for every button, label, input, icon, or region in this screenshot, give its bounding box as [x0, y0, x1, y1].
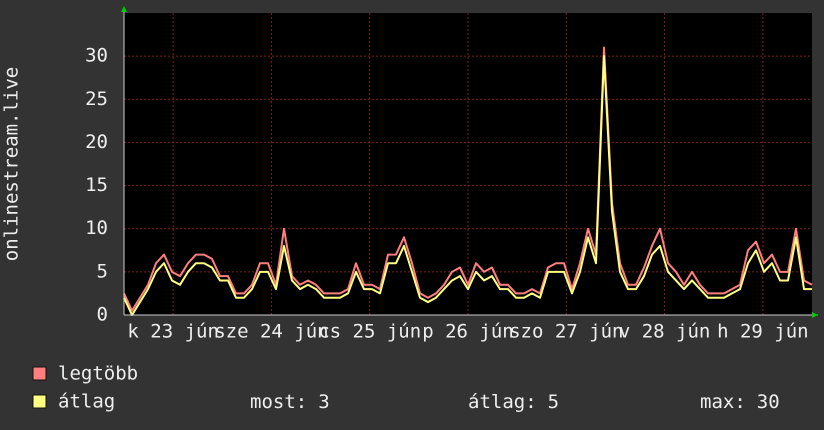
legend-label: átlag [58, 391, 115, 413]
x-arrow [812, 312, 818, 318]
plot [123, 46, 813, 316]
stat: most: 3 [250, 391, 330, 413]
y-axis-title: onlinestream.live [1, 67, 23, 261]
x-tick-label: v 28 jún [619, 321, 711, 343]
series-line [123, 46, 813, 312]
y-tick-label: 20 [85, 131, 108, 153]
stat: max: 30 [700, 391, 780, 413]
y-tick-label: 30 [85, 45, 108, 67]
y-tick-label: 25 [85, 88, 108, 110]
x-tick-label: k 23 jún [127, 321, 219, 343]
y-arrow [121, 6, 127, 12]
legend: legtöbb átlag most: 3 átlag: 5 max: 30 [32, 363, 780, 413]
stat-value: 5 [548, 391, 559, 413]
stat-value: 30 [757, 391, 780, 413]
legend-label: legtöbb [58, 363, 138, 385]
stat-label: most: [250, 391, 307, 413]
x-tick-label: p 26 jún [422, 321, 514, 343]
stat-label: átlag: [468, 391, 537, 413]
x-tick-label: szo 27 jún [509, 321, 623, 343]
x-tick-label: h 29 jún [717, 321, 809, 343]
series-line [123, 55, 812, 316]
legend-swatch [32, 394, 47, 409]
stat-value: 3 [318, 391, 329, 413]
x-tick-label: cs 25 jún [318, 321, 421, 343]
legend-swatch [32, 366, 47, 381]
plot-area [124, 13, 812, 315]
stat: átlag: 5 [468, 391, 559, 413]
x-tick-label: sze 24 jún [214, 321, 328, 343]
y-tick-label: 0 [97, 304, 108, 326]
y-tick-label: 5 [97, 260, 108, 282]
stat-label: max: [700, 391, 746, 413]
y-tick-label: 15 [85, 174, 108, 196]
y-tick-label: 10 [85, 217, 108, 239]
